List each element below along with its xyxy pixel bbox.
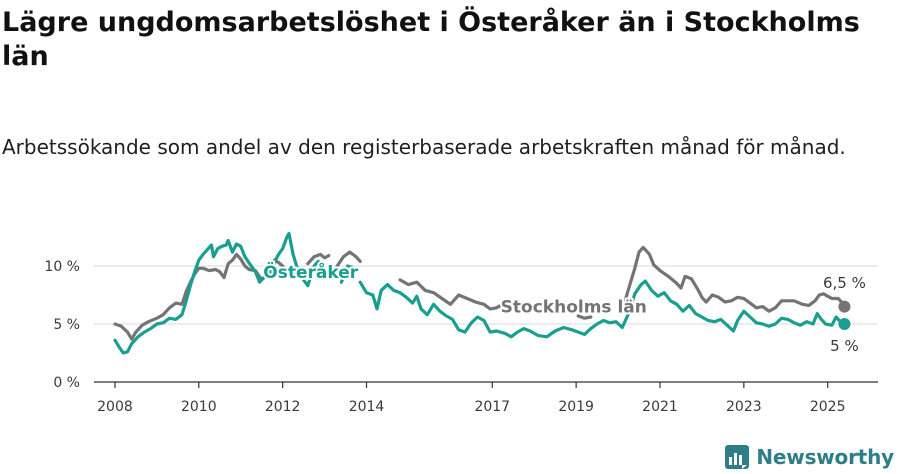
series-line-stockholms-län: [113, 252, 301, 341]
newsworthy-logo-icon: [725, 445, 750, 469]
y-tick-label: 5 %: [53, 317, 80, 333]
x-tick-label: 2019: [558, 399, 594, 415]
y-tick-label: 0 %: [53, 375, 80, 391]
series-line-stockholms-län: [620, 245, 847, 313]
end-value-label: 5 %: [830, 337, 859, 355]
page-title: Lägre ungdomsarbetslöshet i Österåker än…: [2, 7, 860, 72]
series-end-point-stockholms-län: [838, 300, 851, 313]
series-line-österåker: [113, 231, 320, 355]
end-value-label: 6,5 %: [823, 274, 866, 292]
grid-lines: [94, 265, 878, 325]
series-label: Österåker: [263, 261, 358, 283]
brand: Newsworthy: [725, 442, 894, 472]
series-labels: Österåker Stockholms län 6,5 % 5 %: [261, 259, 866, 355]
series-line-stockholms-län: [398, 278, 503, 311]
y-tick-label: 10 %: [44, 259, 80, 275]
brand-name: Newsworthy: [756, 445, 894, 469]
x-tick-label: 2012: [265, 399, 301, 415]
x-tick-label: 2010: [181, 399, 217, 415]
x-tick-label: 2008: [97, 399, 133, 415]
series-label: Stockholms län: [501, 298, 647, 318]
x-tick-label: 2021: [642, 399, 678, 415]
x-tick-label: 2025: [810, 399, 846, 415]
series-line-österåker: [339, 264, 354, 284]
series-line-stockholms-län: [335, 250, 362, 268]
x-tick-label: 2017: [474, 399, 510, 415]
series-lines: [113, 231, 851, 355]
page-subtitle: Arbetssökande som andel av den registerb…: [2, 135, 846, 159]
series-line-stockholms-län: [306, 252, 331, 266]
axes: 0 % 5 % 10 % 2008 2010 2012 2014 2017 2019 2021 20…: [44, 259, 878, 415]
series-line-österåker: [358, 279, 847, 339]
x-tick-label: 2014: [349, 399, 385, 415]
x-tick-label: 2023: [726, 399, 762, 415]
series-line-stockholms-län: [576, 314, 593, 320]
series-end-point-österåker: [838, 318, 851, 330]
